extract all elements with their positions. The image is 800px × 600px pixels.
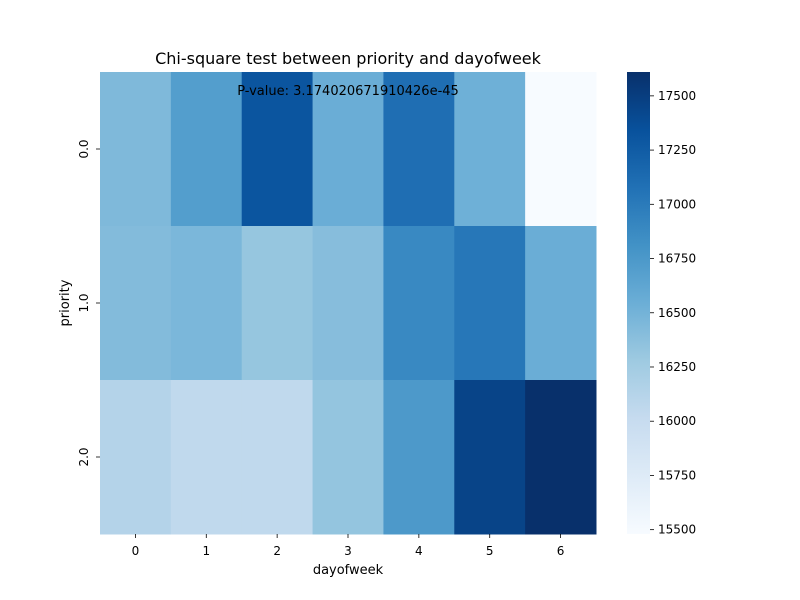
heatmap-cell [100, 72, 172, 227]
x-tick-label: 3 [344, 544, 352, 558]
heatmap-cell [241, 380, 314, 535]
heatmap-cell [454, 380, 526, 535]
x-axis-label: dayofweek [313, 563, 384, 578]
colorbar-tick-label: 15500 [658, 523, 696, 537]
colorbar-tick-label: 15750 [658, 468, 696, 482]
heatmap-cell [100, 226, 172, 381]
heatmap-cell [100, 380, 172, 535]
colorbar-ticks: 15500 15750 16000 16250 16500 16750 17000 17250… [650, 89, 696, 537]
x-tick-label: 0 [132, 544, 140, 558]
heatmap-cell [383, 226, 455, 381]
colorbar [627, 72, 650, 534]
heatmap-cell [383, 380, 455, 535]
heatmap-cell [170, 72, 243, 227]
colorbar-tick-label: 16250 [658, 360, 696, 374]
y-tick-label: 2.0 [77, 447, 91, 466]
heatmap-cell [170, 380, 243, 535]
heatmap-cells [100, 72, 597, 535]
colorbar-tick-label: 17250 [658, 143, 696, 157]
heatmap-cell [312, 226, 384, 381]
heatmap-cell [454, 226, 526, 381]
heatmap-cell [525, 226, 597, 381]
heatmap-cell [241, 72, 314, 227]
heatmap-cell [241, 226, 314, 381]
colorbar-tick-label: 16750 [658, 252, 696, 266]
x-tick-label: 4 [415, 544, 423, 558]
chart-title: Chi-square test between priority and day… [155, 49, 542, 68]
heatmap-cell [525, 380, 597, 535]
heatmap-cell [312, 380, 384, 535]
heatmap-cell [312, 72, 384, 227]
heatmap-cell [383, 72, 455, 227]
p-value-annotation: P-value: 3.174020671910426e-45 [237, 84, 459, 99]
y-axis-ticks: 0.0 1.0 2.0 [77, 139, 100, 467]
heatmap-cell [525, 72, 597, 227]
x-tick-label: 1 [202, 544, 210, 558]
heatmap-cell [170, 226, 243, 381]
colorbar-tick-label: 16000 [658, 414, 696, 428]
x-tick-label: 5 [486, 544, 494, 558]
colorbar-tick-label: 17000 [658, 197, 696, 211]
y-tick-label: 0.0 [77, 139, 91, 158]
y-axis-label: priority [58, 279, 73, 326]
heatmap-cell [454, 72, 526, 227]
y-tick-label: 1.0 [77, 293, 91, 312]
x-tick-label: 2 [273, 544, 281, 558]
x-axis-ticks: 0 1 2 3 4 5 6 [132, 534, 565, 558]
x-tick-label: 6 [557, 544, 565, 558]
colorbar-tick-label: 17500 [658, 89, 696, 103]
colorbar-tick-label: 16500 [658, 306, 696, 320]
